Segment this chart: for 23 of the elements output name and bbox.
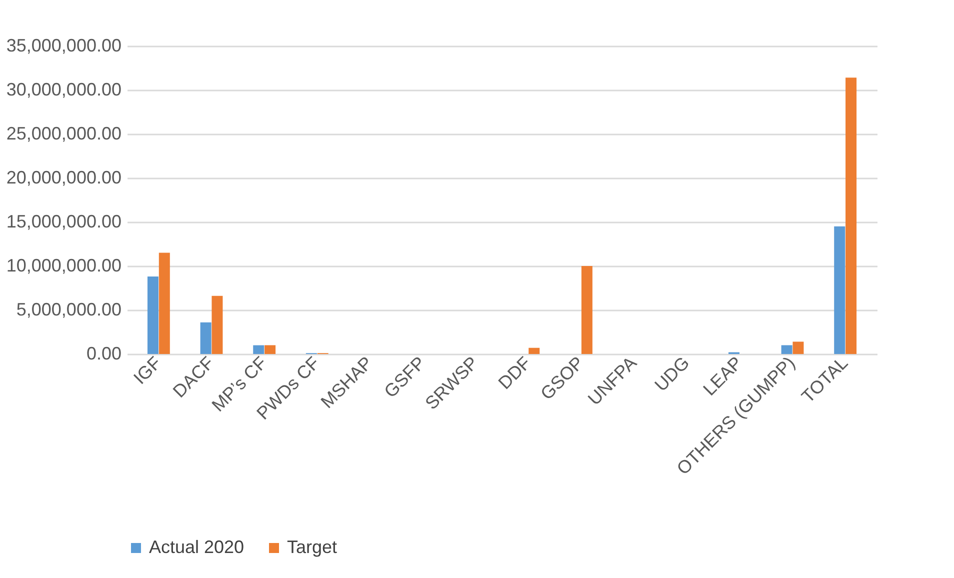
- bar: [253, 345, 264, 354]
- y-tick-label: 15,000,000.00: [6, 212, 122, 232]
- bar: [834, 226, 846, 354]
- legend-label: Target: [287, 537, 338, 557]
- y-tick-label: 0.00: [86, 344, 122, 364]
- y-tick-label: 25,000,000.00: [6, 124, 122, 144]
- y-tick-label: 20,000,000.00: [6, 168, 122, 188]
- x-tick-label: IGF: [130, 352, 166, 388]
- bar: [792, 342, 804, 354]
- y-tick-label: 35,000,000.00: [6, 36, 122, 56]
- bar: [147, 276, 158, 354]
- bar: [212, 296, 223, 354]
- bar: [264, 345, 276, 354]
- y-tick-label: 30,000,000.00: [6, 80, 122, 100]
- bar: [158, 252, 170, 354]
- legend-label: Actual 2020: [149, 537, 244, 557]
- bar: [846, 78, 857, 354]
- bar: [781, 345, 792, 354]
- bar: [200, 322, 212, 354]
- bar: [581, 266, 592, 354]
- bar: [528, 348, 540, 354]
- y-tick-label: 5,000,000.00: [16, 300, 122, 320]
- y-tick-label: 10,000,000.00: [6, 256, 122, 276]
